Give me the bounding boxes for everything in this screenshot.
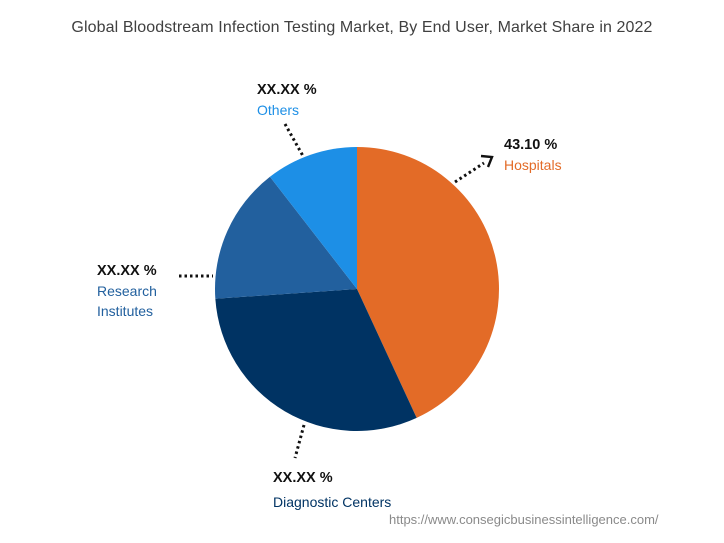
source-url[interactable]: https://www.consegicbusinessintelligence… [389,512,659,527]
others-name: Others [257,102,300,118]
research-name-line1: Research [97,283,157,299]
others-value: XX.XX % [257,82,317,98]
pie-slice-hospitals [357,147,499,418]
pie-slices [215,147,499,431]
diagnostic-name: Diagnostic Centers [273,494,392,510]
pie-slice-diagnostic-centers [215,289,417,431]
label-diagnostic: XX.XX % Diagnostic Centers [273,468,391,512]
research-name-line2: Institutes [97,303,154,319]
chart-title: Global Bloodstream Infection Testing Mar… [71,19,653,36]
hospitals-name: Hospitals [504,157,562,173]
pie-slice-research-institutes [215,176,357,299]
leader-line-diagnostic [293,424,306,459]
pie-slice-others [269,147,357,289]
diagnostic-value: XX.XX % [273,470,333,486]
leader-line-hospitals [454,161,485,184]
label-others: XX.XX % Others [257,80,317,120]
leader-line-others [283,123,305,157]
label-research: XX.XX % Research Institutes [97,261,157,321]
arrow-head-icon [480,154,494,168]
label-hospitals: 43.10 % Hospitals [504,135,562,175]
research-value: XX.XX % [97,263,157,279]
hospitals-value: 43.10 % [504,137,558,153]
